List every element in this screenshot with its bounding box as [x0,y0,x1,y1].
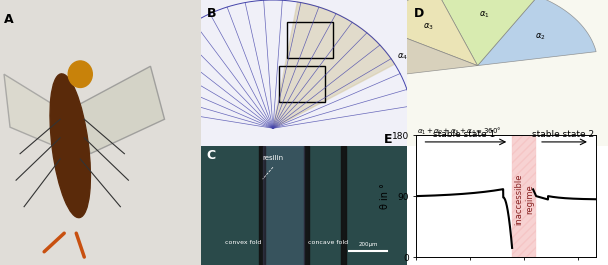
Text: resilin: resilin [263,155,283,161]
Polygon shape [76,66,165,154]
Polygon shape [373,0,478,65]
Polygon shape [358,25,478,80]
Bar [512,135,536,257]
Text: D: D [413,7,424,20]
Text: E: E [384,133,393,146]
Polygon shape [478,0,596,65]
Text: A: A [4,13,13,26]
Text: C: C [207,149,216,162]
Polygon shape [273,2,395,128]
Text: B: B [207,7,216,20]
Bar [258,146,264,265]
Text: $\alpha_1$: $\alpha_1$ [479,10,489,20]
Bar [279,66,325,102]
Text: $\alpha_4$: $\alpha_4$ [397,51,408,62]
Text: $\alpha_1+\alpha_2+\alpha_3+\alpha_4=360°$: $\alpha_1+\alpha_2+\alpha_3+\alpha_4=360… [417,126,502,137]
Text: stable state 2: stable state 2 [532,130,594,139]
Text: $\alpha_3$: $\alpha_3$ [423,21,434,32]
Ellipse shape [68,61,92,87]
Polygon shape [4,74,64,148]
Text: stable state 1: stable state 1 [433,130,496,139]
Text: concave fold: concave fold [308,240,348,245]
Bar [288,22,333,58]
Bar [341,146,347,265]
Ellipse shape [50,74,91,218]
Text: 200μm: 200μm [358,242,378,247]
Bar [263,146,304,265]
Text: inaccessible
regime: inaccessible regime [514,174,534,225]
Text: convex fold: convex fold [226,240,262,245]
Bar [304,146,309,265]
Text: $\alpha_2$: $\alpha_2$ [534,31,545,42]
Polygon shape [437,0,538,65]
Y-axis label: θ in °: θ in ° [380,183,390,209]
